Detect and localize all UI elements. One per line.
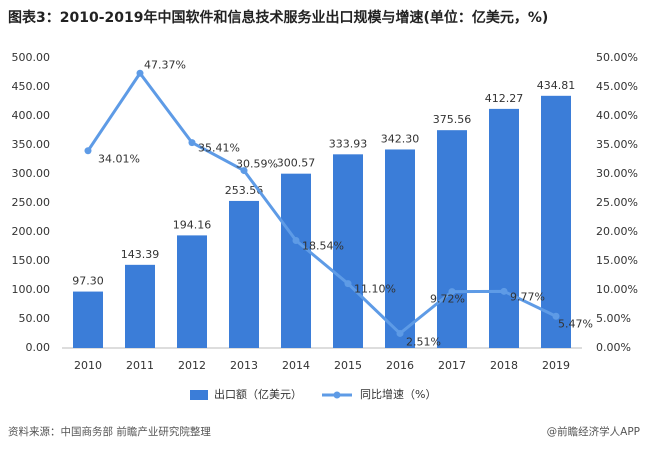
line-value-label: 30.59%	[236, 158, 278, 171]
bar-value-label: 434.81	[537, 79, 576, 92]
x-tick-label: 2010	[74, 359, 102, 372]
legend-label: 出口额（亿美元）	[214, 387, 302, 401]
x-tick-label: 2019	[542, 359, 570, 372]
x-tick-label: 2011	[126, 359, 154, 372]
line-point	[292, 236, 300, 244]
legend-label: 同比增速（%）	[360, 387, 436, 401]
line-value-label: 34.01%	[98, 153, 140, 166]
bar	[385, 149, 415, 348]
bar	[281, 173, 311, 348]
x-tick-label: 2014	[282, 359, 310, 372]
line-value-label: 2.51%	[406, 335, 441, 348]
bar	[333, 154, 363, 348]
x-tick-label: 2015	[334, 359, 362, 372]
line-point	[552, 312, 560, 320]
line-point	[84, 147, 92, 155]
bar	[73, 291, 103, 348]
y2-tick-label: 10.00%	[596, 283, 638, 296]
legend-swatch	[190, 390, 208, 400]
line-value-label: 35.41%	[198, 142, 240, 155]
y2-tick-label: 50.00%	[596, 51, 638, 64]
bar-value-label: 342.30	[381, 132, 420, 145]
bar-value-label: 194.16	[173, 218, 212, 231]
y2-tick-label: 25.00%	[596, 196, 638, 209]
legend-swatch-dot	[333, 391, 341, 399]
x-tick-label: 2012	[178, 359, 206, 372]
line-point	[240, 167, 248, 175]
line-value-label: 5.47%	[558, 317, 593, 330]
bar-value-label: 143.39	[121, 248, 160, 261]
bar	[541, 95, 571, 348]
line-value-label: 9.72%	[430, 293, 465, 306]
bar	[437, 130, 467, 348]
y2-tick-label: 5.00%	[596, 312, 631, 325]
y-tick-label: 0.00	[26, 341, 51, 354]
chart-title: 图表3：2010-2019年中国软件和信息技术服务业出口规模与增速(单位：亿美元…	[8, 9, 548, 26]
y-tick-label: 300.00	[12, 167, 51, 180]
y2-tick-label: 15.00%	[596, 254, 638, 267]
bar-value-label: 375.56	[433, 113, 472, 126]
x-tick-label: 2016	[386, 359, 414, 372]
bar-value-label: 412.27	[485, 92, 524, 105]
line-point	[500, 287, 508, 295]
line-point	[188, 139, 196, 147]
bar	[125, 264, 155, 348]
bar	[489, 108, 519, 349]
bar-value-label: 300.57	[277, 157, 316, 170]
y-tick-label: 450.00	[12, 80, 51, 93]
y2-tick-label: 30.00%	[596, 167, 638, 180]
bar-value-label: 333.93	[329, 137, 368, 150]
y-tick-label: 50.00	[19, 312, 51, 325]
bar	[177, 235, 207, 348]
x-tick-label: 2013	[230, 359, 258, 372]
y-tick-label: 350.00	[12, 138, 51, 151]
y2-tick-label: 0.00%	[596, 341, 631, 354]
y2-tick-label: 40.00%	[596, 109, 638, 122]
bar-value-label: 97.30	[72, 275, 104, 288]
y2-tick-label: 45.00%	[596, 80, 638, 93]
credit: @前瞻经济学人APP	[547, 425, 640, 438]
line-point	[448, 288, 456, 296]
source: 资料来源：中国商务部 前瞻产业研究院整理	[8, 425, 211, 438]
y-tick-label: 400.00	[12, 109, 51, 122]
y2-tick-label: 20.00%	[596, 225, 638, 238]
line-point	[396, 329, 404, 337]
y-tick-label: 500.00	[12, 51, 51, 64]
line	[86, 70, 557, 336]
bar	[229, 200, 259, 348]
y-tick-label: 100.00	[12, 283, 51, 296]
line-value-label: 47.37%	[144, 58, 186, 71]
y-tick-label: 200.00	[12, 225, 51, 238]
line-value-label: 9.77%	[510, 290, 545, 303]
line-value-label: 18.54%	[302, 239, 344, 252]
line-point	[344, 280, 352, 288]
bar-value-label: 253.56	[225, 184, 264, 197]
x-tick-label: 2018	[490, 359, 518, 372]
line-point	[136, 69, 144, 77]
x-tick-label: 2017	[438, 359, 466, 372]
line-value-label: 11.10%	[354, 283, 396, 296]
y-tick-label: 150.00	[12, 254, 51, 267]
y-tick-label: 250.00	[12, 196, 51, 209]
y2-tick-label: 35.00%	[596, 138, 638, 151]
